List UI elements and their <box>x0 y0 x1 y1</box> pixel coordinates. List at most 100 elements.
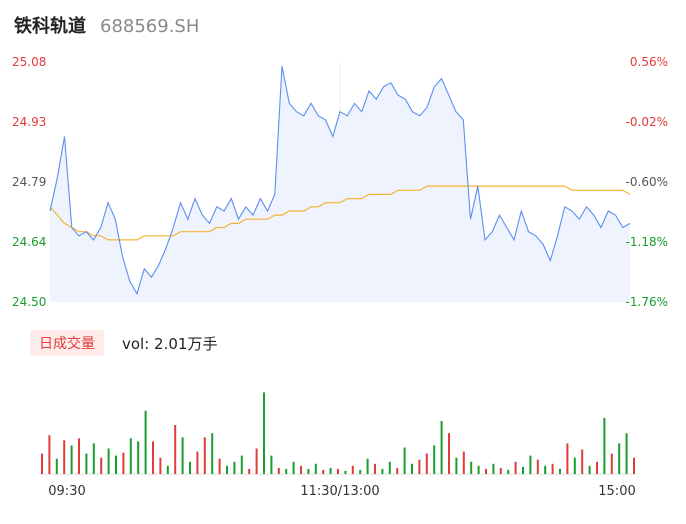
volume-bar <box>144 410 147 474</box>
volume-bar <box>470 461 473 474</box>
volume-bar <box>425 453 428 474</box>
volume-bar <box>48 435 51 474</box>
volume-bar <box>374 463 376 474</box>
volume-bar <box>462 451 465 474</box>
volume-bar <box>411 463 413 474</box>
volume-label: vol: 2.01万手 <box>122 334 218 353</box>
volume-bar <box>588 465 591 474</box>
volume-bar <box>329 467 332 474</box>
price-line <box>49 65 631 296</box>
volume-bar <box>100 457 103 474</box>
volume-bar <box>263 392 265 474</box>
volume-bar <box>226 465 228 474</box>
volume-bar <box>218 458 221 474</box>
volume-bar <box>529 455 532 474</box>
stock-code: 688569.SH <box>100 16 200 37</box>
volume-bar <box>337 468 339 474</box>
y-tick-label: 24.93 <box>12 115 46 129</box>
volume-bar <box>477 465 480 474</box>
volume-bar <box>499 467 502 474</box>
volume-bar <box>610 453 613 474</box>
volume-bar <box>277 467 280 474</box>
volume-bar <box>300 465 302 474</box>
volume-bar <box>514 461 517 474</box>
volume-bar <box>388 461 391 474</box>
volume-bar <box>440 421 443 474</box>
volume-bar <box>196 451 199 474</box>
volume-bar <box>559 468 561 474</box>
volume-bar <box>285 468 288 474</box>
volume-bar <box>174 425 177 474</box>
volume-tab[interactable]: 日成交量 <box>30 330 104 356</box>
volume-bar <box>314 463 317 474</box>
volume-bar <box>270 455 273 474</box>
volume-bar <box>448 433 450 474</box>
volume-bar <box>433 445 436 474</box>
x-tick-label: 15:00 <box>598 484 635 499</box>
volume-bar <box>248 468 251 474</box>
y-tick-label: 24.64 <box>12 235 46 249</box>
volume-bar <box>137 441 140 474</box>
volume-bar <box>351 465 354 474</box>
volume-bar <box>618 443 621 474</box>
avg-price-line <box>49 185 631 241</box>
volume-bar <box>115 455 117 474</box>
volume-bar <box>70 445 73 474</box>
volume-bar <box>85 453 88 474</box>
y-pct-tick-label: -1.76% <box>626 295 668 309</box>
volume-bar <box>544 465 547 474</box>
y-pct-tick-label: 0.56% <box>630 55 668 69</box>
volume-bar <box>78 438 80 474</box>
volume-bar <box>211 433 214 474</box>
volume-bar <box>381 468 384 474</box>
volume-bar <box>625 433 628 474</box>
y-tick-label: 25.08 <box>12 55 46 69</box>
y-pct-tick-label: -0.02% <box>626 115 668 129</box>
volume-bar <box>366 458 369 474</box>
volume-bar <box>152 441 154 474</box>
volume-bar <box>240 455 243 474</box>
price-area <box>50 66 630 302</box>
volume-bar <box>522 466 524 474</box>
volume-bar <box>159 457 162 474</box>
y-tick-label: 24.50 <box>12 295 46 309</box>
x-tick-label: 09:30 <box>48 484 85 499</box>
volume-bar <box>233 461 236 474</box>
volume-bar <box>573 457 576 474</box>
volume-bar <box>63 440 66 474</box>
volume-bar <box>255 448 258 474</box>
volume-bar <box>418 459 421 474</box>
volume-bar <box>92 443 95 474</box>
stock-header: 铁科轨道 688569.SH <box>14 12 199 40</box>
volume-bar <box>344 470 347 474</box>
volume-bar <box>507 469 510 474</box>
volume-bar <box>492 463 495 474</box>
volume-bar <box>189 461 191 474</box>
volume-bar <box>396 467 399 474</box>
y-pct-tick-label: -1.18% <box>626 235 668 249</box>
stock-name: 铁科轨道 <box>14 16 86 37</box>
volume-bar <box>359 469 362 474</box>
volume-bar <box>41 453 43 474</box>
volume-bar <box>596 461 598 474</box>
volume-bar <box>122 452 125 474</box>
y-tick-label: 24.79 <box>12 175 46 189</box>
volume-bar <box>107 448 110 474</box>
volume-bar <box>551 463 554 474</box>
volume-bar <box>485 468 487 474</box>
volume-bar <box>181 437 184 474</box>
volume-bar <box>129 438 132 474</box>
volume-bar <box>403 447 406 474</box>
volume-bar <box>566 443 569 474</box>
volume-bar <box>322 469 325 474</box>
y-pct-tick-label: -0.60% <box>626 175 668 189</box>
volume-bar <box>633 457 635 474</box>
volume-bar <box>603 417 606 474</box>
volume-bar <box>455 457 458 474</box>
volume-header: 日成交量 vol: 2.01万手 <box>30 330 217 356</box>
volume-bar <box>166 465 169 474</box>
volume-bar <box>55 458 58 474</box>
volume-bar <box>307 468 310 474</box>
volume-bar <box>203 437 206 474</box>
